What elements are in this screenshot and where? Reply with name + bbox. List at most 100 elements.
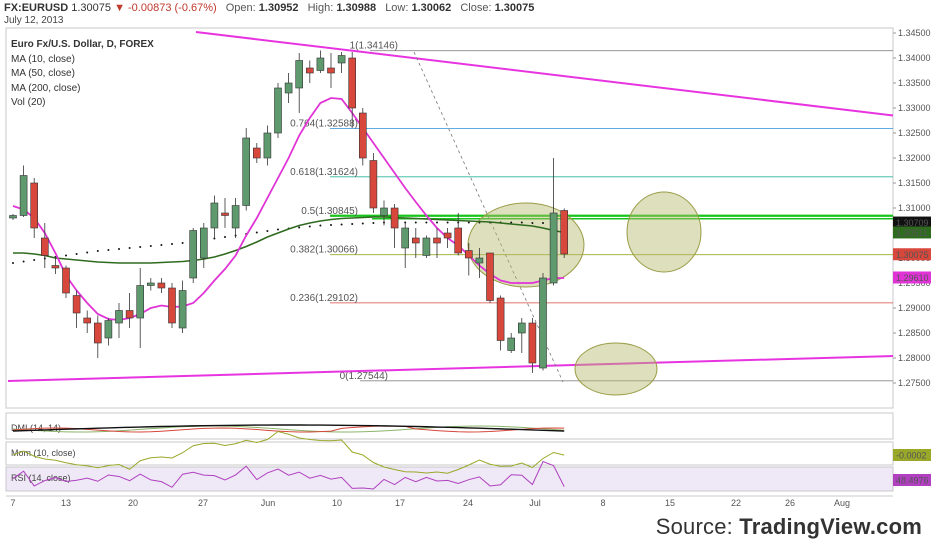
price-label-bg	[893, 248, 931, 261]
candle[interactable]	[94, 315, 102, 359]
candle[interactable]	[411, 228, 420, 258]
candle[interactable]	[104, 318, 113, 346]
candle[interactable]	[507, 333, 516, 353]
candle-body	[411, 237, 420, 244]
price-label-text: 1.29610	[896, 273, 929, 283]
ma200-point	[277, 228, 279, 231]
legend-ma10[interactable]: MA (10, close)	[11, 53, 75, 65]
rsi-pane-frame	[5, 466, 894, 492]
candle[interactable]	[40, 223, 49, 268]
candle[interactable]	[517, 318, 526, 353]
candle[interactable]	[475, 248, 484, 278]
candle-body	[125, 310, 134, 319]
rsi-label: RSI (14, close)	[11, 473, 71, 483]
candle[interactable]	[51, 258, 60, 274]
highlight-ellipse[interactable]	[626, 191, 702, 273]
fib-level-label: 0.764(1.32588)	[290, 119, 358, 130]
candle[interactable]	[253, 143, 261, 163]
legend-ma200[interactable]: MA (200, close)	[11, 82, 81, 94]
candle[interactable]	[464, 243, 473, 276]
price-label-bg	[893, 271, 931, 284]
source-brand[interactable]: TradingView.com	[739, 514, 922, 539]
candle-body	[549, 212, 558, 284]
candle[interactable]	[369, 153, 378, 213]
candle-body	[147, 282, 155, 286]
chart-legend: Euro Fx/U.S. Dollar, D, FOREX MA (10, cl…	[11, 38, 154, 111]
ma10-line[interactable]	[12, 97, 565, 321]
candle[interactable]	[19, 165, 28, 218]
ma200-point	[12, 262, 14, 264]
candle[interactable]	[528, 318, 537, 373]
candle-body	[189, 230, 197, 279]
candle[interactable]	[316, 50, 325, 74]
chart-header: FX:EURUSD 1.30075 ▼ -0.00873 (-0.67%) Op…	[4, 2, 534, 14]
candle[interactable]	[560, 208, 569, 259]
legend-volume[interactable]: Vol (20)	[11, 97, 46, 108]
candle[interactable]	[178, 280, 187, 334]
candle[interactable]	[284, 73, 293, 103]
candle-body	[422, 237, 431, 256]
candle[interactable]	[390, 204, 399, 248]
candle[interactable]	[157, 278, 166, 293]
candle[interactable]	[337, 52, 346, 73]
candle[interactable]	[147, 278, 155, 291]
candle[interactable]	[539, 273, 547, 371]
candle[interactable]	[200, 223, 208, 268]
candle-body	[539, 277, 547, 369]
candle[interactable]	[9, 214, 17, 220]
candle-body	[284, 82, 293, 94]
candle-body	[274, 87, 282, 134]
highlight-ellipse[interactable]	[574, 342, 658, 396]
x-tick-label: 20	[128, 498, 138, 508]
candle[interactable]	[295, 53, 304, 113]
candle[interactable]	[242, 128, 250, 211]
candle[interactable]	[83, 310, 91, 334]
candle[interactable]	[443, 228, 452, 248]
candle[interactable]	[348, 52, 357, 128]
dmi-pane-frame	[5, 412, 894, 440]
indicator-value-tag: -0.0002	[893, 449, 931, 461]
ma200-point	[372, 222, 375, 224]
candle[interactable]	[30, 178, 39, 238]
ma50-line[interactable]	[13, 216, 565, 264]
momentum-line	[12, 430, 565, 474]
candle[interactable]	[549, 158, 558, 286]
candle[interactable]	[401, 223, 410, 268]
candle[interactable]	[433, 228, 441, 258]
price-label-bg	[893, 216, 931, 229]
candle[interactable]	[263, 125, 272, 166]
candle[interactable]	[72, 290, 81, 329]
candle[interactable]	[274, 83, 282, 138]
candle[interactable]	[62, 265, 70, 299]
candle[interactable]	[231, 198, 240, 238]
candle[interactable]	[125, 293, 134, 328]
upper-trendline[interactable]	[195, 31, 894, 117]
lower-trendline[interactable]	[7, 355, 894, 382]
ma200-point	[446, 221, 449, 224]
y-tick-label: 1.34500	[898, 28, 931, 38]
candle-body	[83, 317, 91, 324]
candle[interactable]	[189, 228, 197, 283]
candle-body	[380, 207, 388, 216]
candle[interactable]	[496, 295, 505, 351]
candle-body	[560, 210, 569, 255]
candle[interactable]	[486, 252, 494, 303]
candle[interactable]	[454, 213, 463, 256]
candle[interactable]	[358, 108, 367, 166]
candle[interactable]	[168, 283, 176, 328]
high-label: High:	[307, 2, 334, 14]
candle[interactable]	[327, 53, 335, 88]
symbol[interactable]: FX:EURUSD	[4, 2, 69, 14]
candle[interactable]	[115, 303, 123, 338]
candle-body	[454, 227, 463, 254]
candle-body	[507, 337, 516, 351]
candle[interactable]	[380, 200, 388, 226]
candle[interactable]	[210, 195, 219, 239]
candle[interactable]	[221, 198, 229, 228]
x-tick-label: 22	[731, 498, 741, 508]
candle[interactable]	[136, 268, 144, 348]
candle[interactable]	[422, 235, 431, 259]
legend-ma50[interactable]: MA (50, close)	[11, 68, 75, 79]
candle[interactable]	[305, 60, 314, 84]
